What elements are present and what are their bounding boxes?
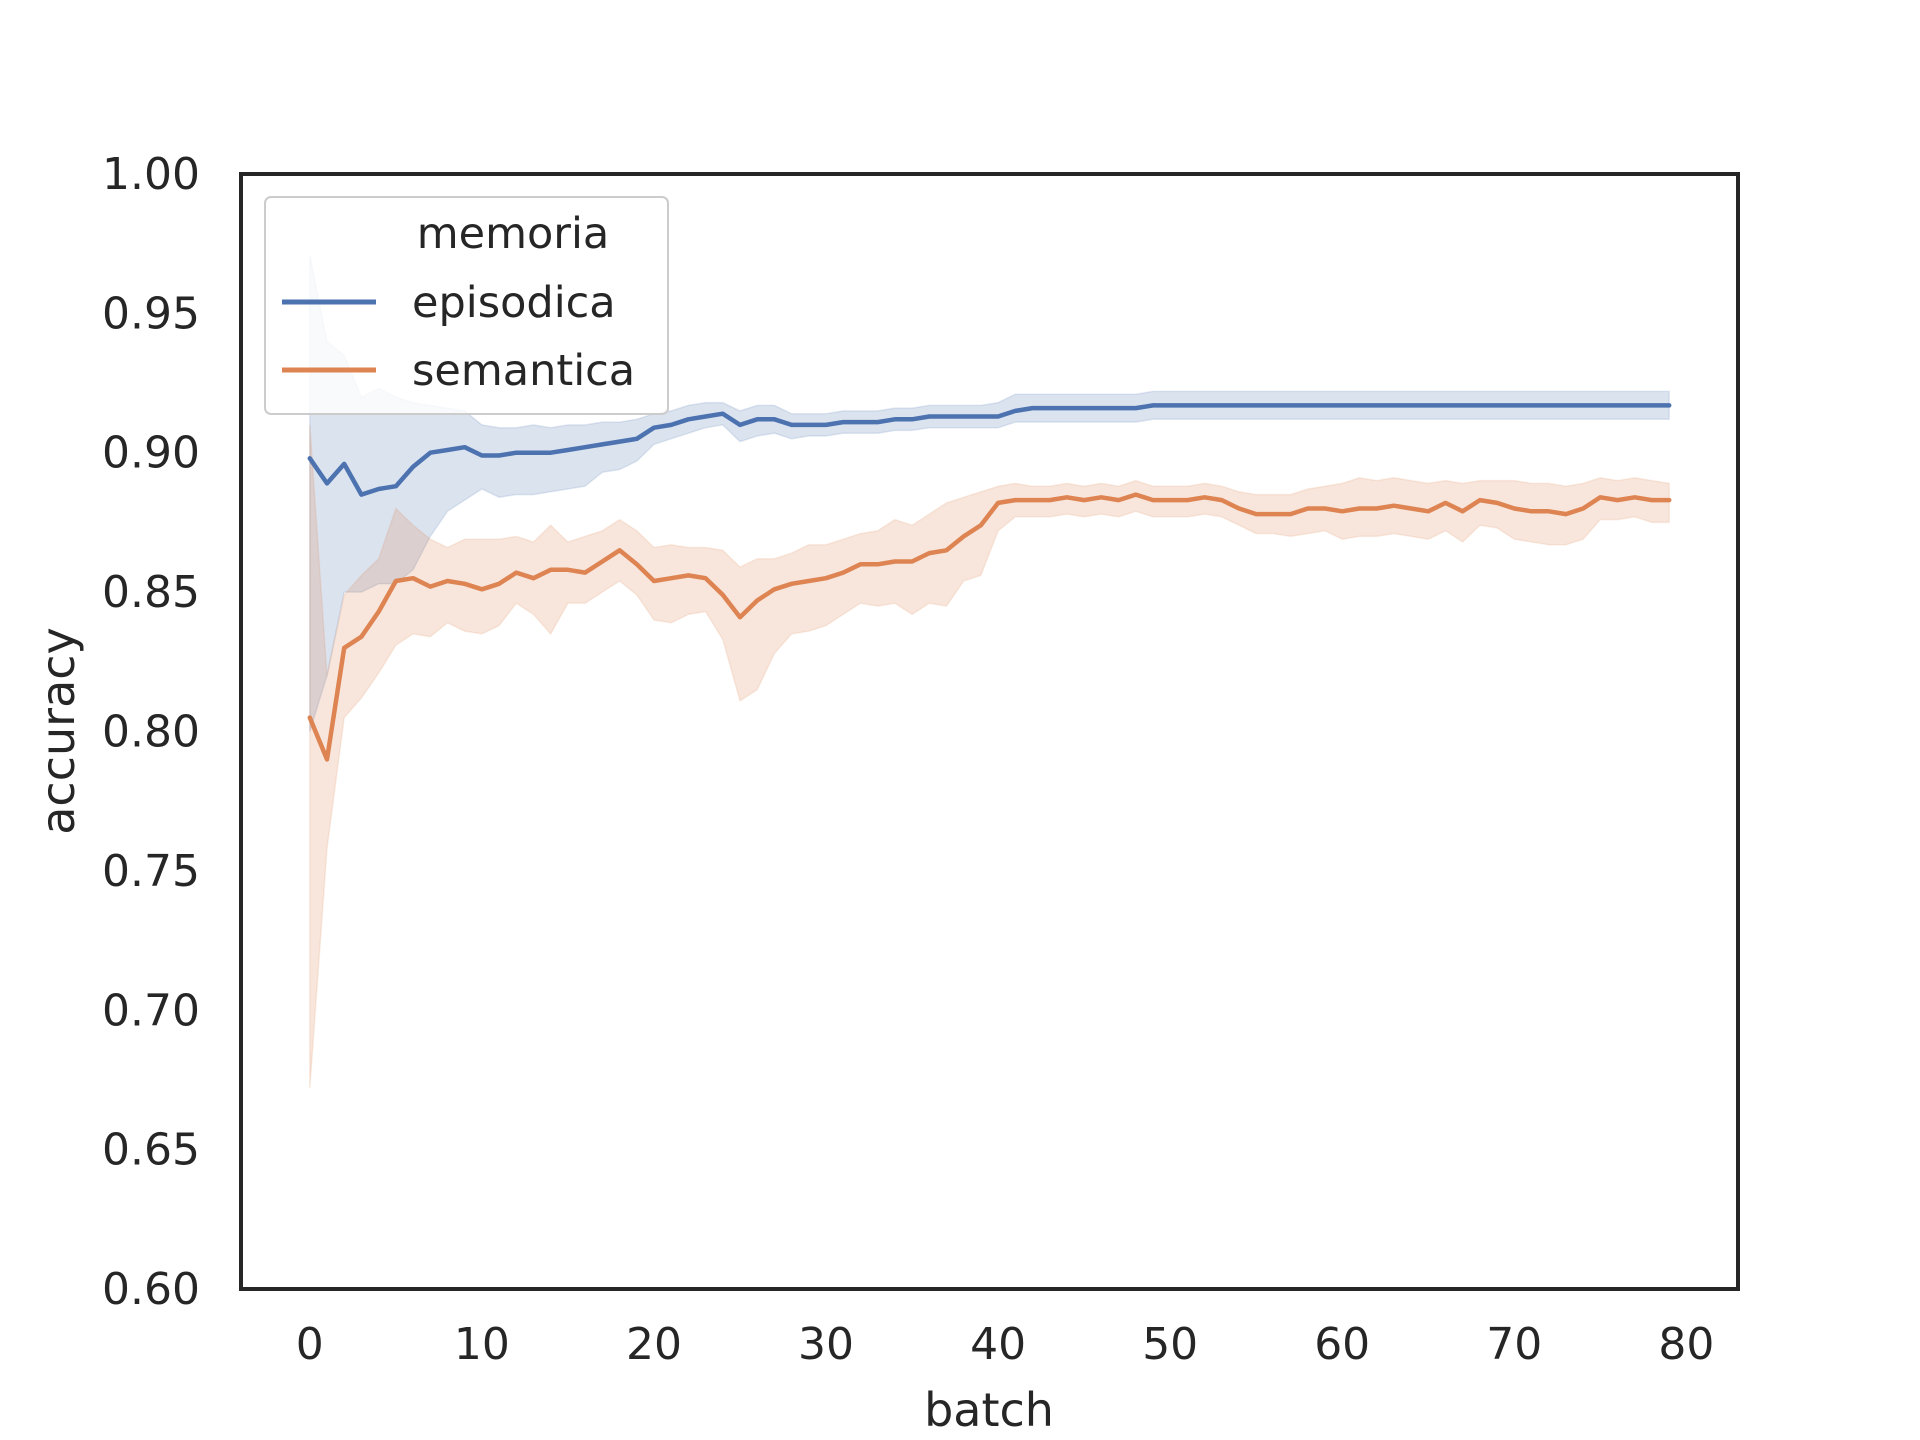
x-tick-label: 10 <box>454 1319 510 1370</box>
legend-title: memoria <box>417 209 610 259</box>
y-tick-label: 0.70 <box>102 985 200 1036</box>
x-tick-label: 80 <box>1658 1319 1714 1370</box>
x-axis-label: batch <box>924 1383 1054 1437</box>
y-tick-label: 0.90 <box>102 428 200 479</box>
y-tick-label: 0.65 <box>102 1125 200 1176</box>
series-line-episodica <box>307 403 1672 497</box>
x-tick-label: 70 <box>1486 1319 1542 1370</box>
y-tick-label: 0.85 <box>102 567 200 618</box>
x-tick-label: 50 <box>1142 1319 1198 1370</box>
series-line-semantica <box>307 492 1672 762</box>
series-lines <box>307 403 1672 762</box>
legend: memoria episodica semantica <box>264 196 669 415</box>
confidence-band-semantica <box>309 424 1670 1089</box>
confidence-bands <box>309 254 1670 1089</box>
y-tick-label: 0.95 <box>102 288 200 339</box>
x-axis-ticks: 0 10 20 30 40 50 60 70 80 <box>296 1319 1715 1370</box>
legend-label-episodica: episodica <box>412 278 616 328</box>
plot-frame <box>239 172 1740 1291</box>
y-axis-label: accuracy <box>31 627 85 835</box>
x-tick-label: 60 <box>1314 1319 1370 1370</box>
y-tick-label: 1.00 <box>102 149 200 200</box>
y-axis-ticks: 0.60 0.65 0.70 0.75 0.80 0.85 0.90 0.95 1.00 <box>102 149 200 1315</box>
confidence-band-episodica <box>309 254 1670 732</box>
x-tick-label: 20 <box>626 1319 682 1370</box>
x-tick-label: 0 <box>296 1319 324 1370</box>
y-tick-label: 0.80 <box>102 707 200 758</box>
y-tick-label: 0.60 <box>102 1264 200 1315</box>
legend-box <box>264 196 669 415</box>
y-tick-label: 0.75 <box>102 846 200 897</box>
legend-label-semantica: semantica <box>412 346 635 396</box>
x-tick-label: 40 <box>970 1319 1026 1370</box>
x-tick-label: 30 <box>798 1319 854 1370</box>
